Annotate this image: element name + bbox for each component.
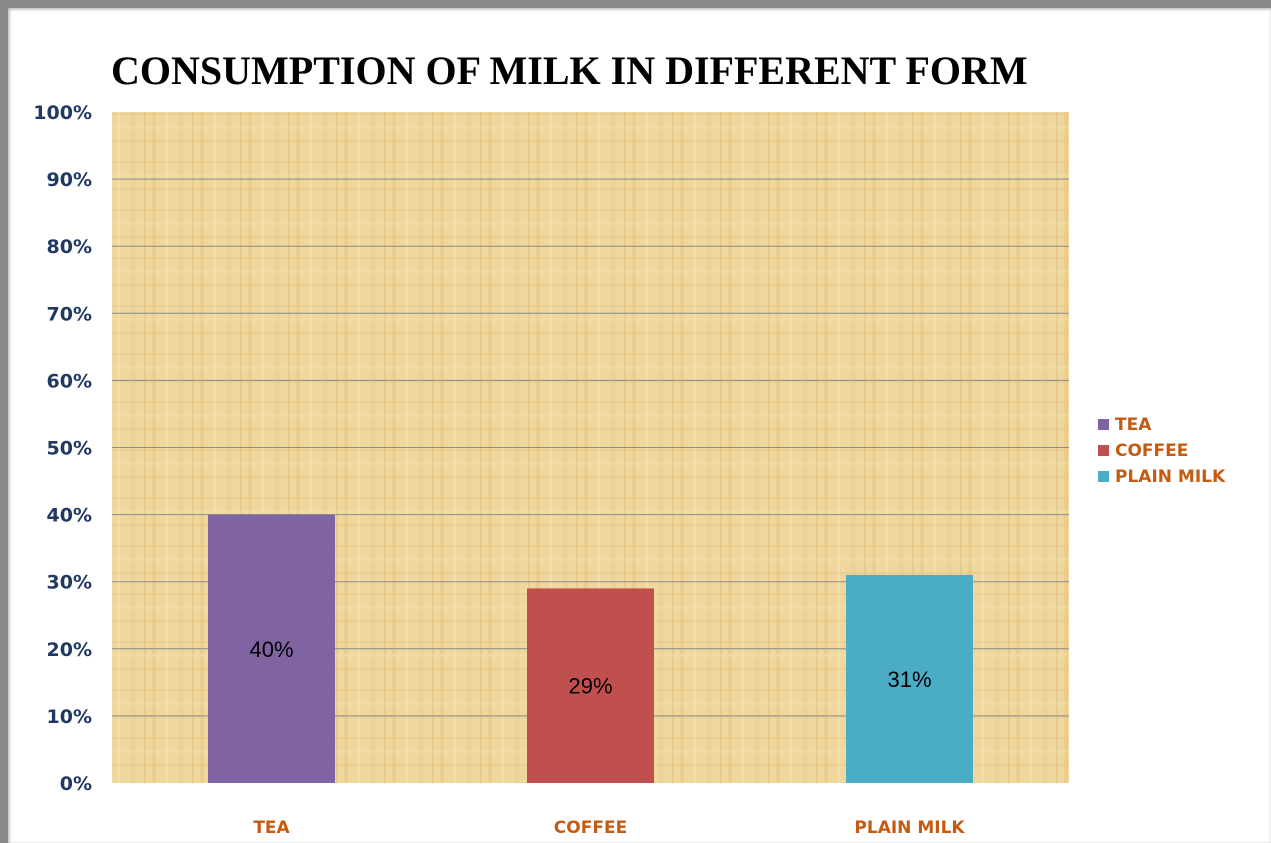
- legend-swatch: [1098, 445, 1109, 456]
- y-tick-label: 20%: [47, 639, 92, 661]
- bar: [208, 514, 335, 783]
- data-labels: 40% 29% 31%: [249, 637, 931, 699]
- x-axis-ticks: TEA COFFEE PLAIN MILK: [253, 818, 965, 838]
- x-tick-label: COFFEE: [554, 818, 627, 838]
- bar-value-label: 40%: [249, 637, 293, 662]
- y-tick-label: 40%: [47, 505, 92, 527]
- y-tick-label: 90%: [47, 169, 92, 191]
- legend-swatch: [1098, 419, 1109, 430]
- bar: [527, 588, 654, 783]
- y-tick-label: 100%: [33, 102, 92, 124]
- y-tick-label: 60%: [47, 370, 92, 392]
- y-tick-label: 70%: [47, 303, 92, 325]
- y-tick-label: 30%: [47, 572, 92, 594]
- legend-swatch: [1098, 471, 1109, 482]
- bar-value-label: 31%: [887, 667, 931, 692]
- bar-chart: CONSUMPTION OF MILK IN DIFFERENT FORM 0%…: [33, 48, 1226, 838]
- y-tick-label: 80%: [47, 236, 92, 258]
- x-tick-label: TEA: [253, 818, 290, 838]
- chart-frame: CONSUMPTION OF MILK IN DIFFERENT FORM 0%…: [8, 8, 1271, 843]
- y-tick-label: 10%: [47, 706, 92, 728]
- legend: TEA COFFEE PLAIN MILK: [1098, 415, 1226, 487]
- bar-value-label: 29%: [568, 674, 612, 699]
- chart-title: CONSUMPTION OF MILK IN DIFFERENT FORM: [111, 48, 1028, 93]
- bars: [208, 514, 973, 783]
- y-axis-ticks: 0% 10% 20% 30% 40% 50% 60% 70% 80% 90% 100%: [33, 102, 92, 795]
- legend-label: PLAIN MILK: [1115, 467, 1226, 487]
- legend-label: TEA: [1115, 415, 1152, 435]
- y-tick-label: 50%: [47, 438, 92, 460]
- legend-label: COFFEE: [1115, 441, 1188, 461]
- y-tick-label: 0%: [60, 773, 92, 795]
- x-tick-label: PLAIN MILK: [854, 818, 965, 838]
- bar: [846, 574, 973, 783]
